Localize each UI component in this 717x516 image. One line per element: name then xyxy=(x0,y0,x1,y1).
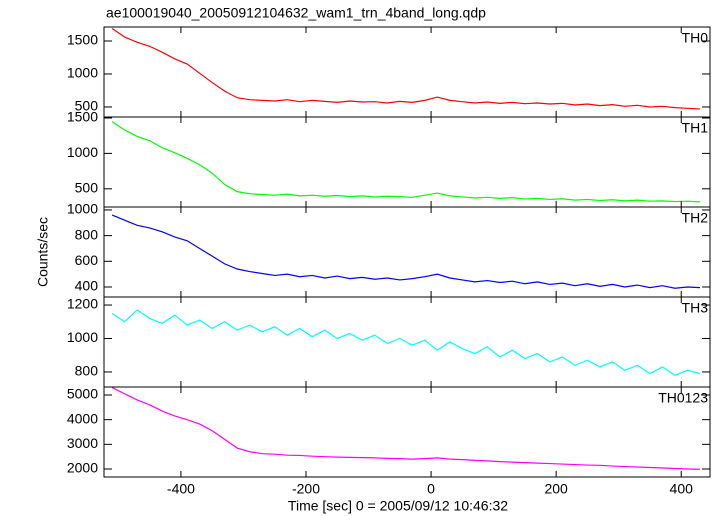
y-tick-label: 1000 xyxy=(67,144,98,160)
panel-label: TH0 xyxy=(682,30,709,46)
y-tick-label: 400 xyxy=(75,278,99,294)
y-tick-label: 500 xyxy=(75,180,99,196)
chart-title: ae100019040_20050912104632_wam1_trn_4ban… xyxy=(106,5,486,21)
data-line xyxy=(111,309,701,376)
data-line xyxy=(111,27,701,110)
y-tick-label: 4000 xyxy=(67,410,98,426)
y-tick-label: 1000 xyxy=(67,65,98,81)
y-tick-label: 1500 xyxy=(67,109,98,125)
y-tick-label: 5000 xyxy=(67,386,98,402)
data-line xyxy=(111,214,701,289)
y-tick-label: 2000 xyxy=(67,460,98,476)
y-tick-label: 1000 xyxy=(67,329,98,345)
panel-frame xyxy=(103,206,711,298)
data-line xyxy=(111,387,701,470)
x-tick-label: -400 xyxy=(167,481,195,497)
panel-label: TH3 xyxy=(682,300,709,316)
x-axis-label: Time [sec] 0 = 2005/09/12 10:46:32 xyxy=(288,498,508,514)
panel-frame xyxy=(103,26,711,118)
y-tick-label: 1000 xyxy=(67,201,98,217)
x-tick-label: 0 xyxy=(427,481,435,497)
x-tick-label: -200 xyxy=(292,481,320,497)
y-tick-label: 600 xyxy=(75,252,99,268)
panel-frame xyxy=(103,386,711,478)
panel-label: TH2 xyxy=(682,210,709,226)
x-tick-label: 200 xyxy=(544,481,568,497)
panel-label: TH1 xyxy=(682,120,709,136)
data-line xyxy=(111,121,701,203)
y-tick-label: 800 xyxy=(75,226,99,242)
y-tick-label: 3000 xyxy=(67,435,98,451)
panel-label: TH0123 xyxy=(658,390,708,406)
y-tick-label: 1500 xyxy=(67,32,98,48)
y-axis-label: Counts/sec xyxy=(35,217,51,287)
y-tick-label: 500 xyxy=(75,98,99,114)
y-tick-label: 1200 xyxy=(67,296,98,312)
x-tick-label: 400 xyxy=(670,481,694,497)
y-tick-label: 800 xyxy=(75,363,99,379)
